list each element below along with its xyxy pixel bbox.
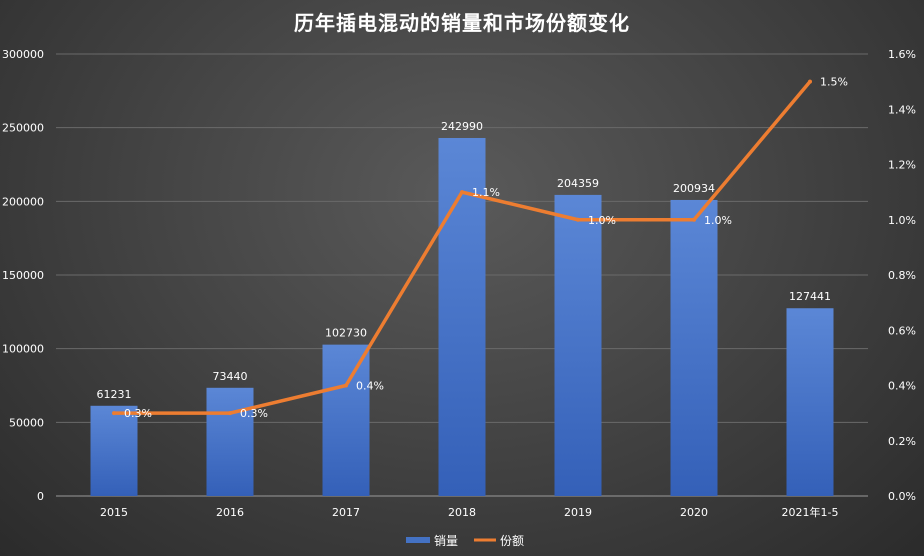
bar-data-label: 61231 — [97, 388, 132, 401]
x-tick-label: 2017 — [332, 506, 360, 519]
legend-label-share: 份额 — [500, 534, 524, 548]
line-point[interactable] — [344, 383, 348, 388]
chart-title: 历年插电混动的销量和市场份额变化 — [294, 11, 630, 35]
line-point[interactable] — [112, 411, 116, 416]
right-tick-label: 0.0% — [888, 490, 916, 503]
left-tick-label: 300000 — [2, 48, 44, 61]
left-tick-label: 250000 — [2, 122, 44, 135]
left-axis: 0 50000 100000 150000 200000 250000 300000 — [2, 48, 44, 503]
left-tick-label: 0 — [37, 490, 44, 503]
right-tick-label: 1.6% — [888, 48, 916, 61]
line-data-label: 1.0% — [588, 214, 616, 227]
left-tick-label: 150000 — [2, 269, 44, 282]
bar[interactable] — [90, 405, 138, 496]
bar-data-labels: 61231 73440 102730 242990 204359 200934 127441 — [97, 120, 832, 401]
line-point[interactable] — [460, 190, 464, 195]
line-data-label: 1.5% — [820, 76, 848, 89]
bar[interactable] — [322, 344, 370, 496]
line-point[interactable] — [228, 411, 232, 416]
x-tick-label: 2020 — [680, 506, 708, 519]
right-tick-label: 1.0% — [888, 214, 916, 227]
right-tick-label: 0.4% — [888, 380, 916, 393]
bar-data-label: 242990 — [441, 120, 483, 133]
bar[interactable] — [206, 387, 254, 496]
legend-swatch-sales — [406, 537, 430, 543]
bar-data-label: 73440 — [213, 370, 248, 383]
bar[interactable] — [438, 137, 486, 496]
line-point[interactable] — [692, 217, 696, 222]
left-tick-label: 50000 — [9, 416, 44, 429]
right-tick-label: 0.2% — [888, 435, 916, 448]
right-tick-label: 0.6% — [888, 324, 916, 337]
bar-data-label: 102730 — [325, 327, 367, 340]
bar-series-sales — [90, 137, 834, 496]
legend[interactable]: 销量 份额 — [406, 534, 524, 548]
line-data-labels: 0.3% 0.3% 0.4% 1.1% 1.0% 1.0% 1.5% — [124, 76, 848, 421]
bar[interactable] — [670, 199, 718, 496]
line-data-label: 1.1% — [472, 186, 500, 199]
line-data-label: 0.3% — [240, 407, 268, 420]
left-tick-label: 200000 — [2, 195, 44, 208]
x-tick-label: 2015 — [100, 506, 128, 519]
right-tick-label: 0.8% — [888, 269, 916, 282]
bar[interactable] — [786, 308, 834, 496]
line-data-label: 0.4% — [356, 380, 384, 393]
right-tick-label: 1.4% — [888, 103, 916, 116]
right-axis: 0.0% 0.2% 0.4% 0.6% 0.8% 1.0% 1.2% 1.4% 1.6% — [888, 48, 916, 503]
line-point[interactable] — [576, 217, 580, 222]
right-tick-label: 1.2% — [888, 159, 916, 172]
legend-label-sales: 销量 — [434, 534, 458, 548]
x-tick-label: 2018 — [448, 506, 476, 519]
left-tick-label: 100000 — [2, 343, 44, 356]
x-tick-label: 2016 — [216, 506, 244, 519]
bar-data-label: 127441 — [789, 290, 831, 303]
bar-data-label: 200934 — [673, 182, 715, 195]
x-tick-label: 2021年1-5 — [782, 505, 839, 519]
x-tick-label: 2019 — [564, 506, 592, 519]
bar[interactable] — [554, 194, 602, 496]
line-point[interactable] — [808, 79, 812, 84]
line-data-label: 1.0% — [704, 214, 732, 227]
x-axis: 2015 2016 2017 2018 2019 2020 2021年1-5 — [100, 505, 838, 519]
line-data-label: 0.3% — [124, 407, 152, 420]
line-series-share — [112, 79, 812, 416]
bar-data-label: 204359 — [557, 177, 599, 190]
